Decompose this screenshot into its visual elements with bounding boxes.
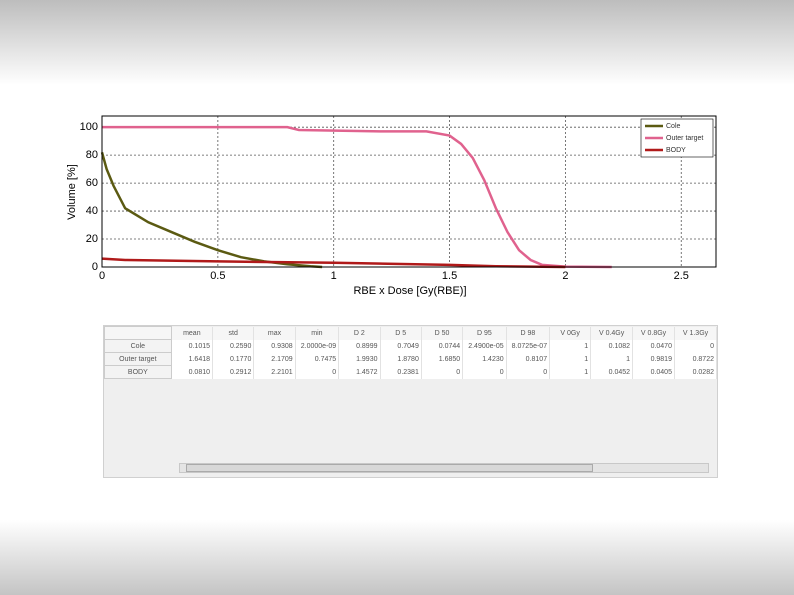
cell: 0.0470	[632, 339, 675, 353]
cell: 1	[549, 339, 592, 353]
cell: 2.4900e-05	[462, 339, 507, 353]
row-header: Outer target	[104, 352, 172, 366]
x-tick-label: 0	[99, 270, 105, 282]
axes-frame	[101, 115, 717, 268]
plot-area	[101, 115, 717, 268]
series-line	[100, 152, 323, 269]
table-row: BODY 0.0810 0.2912 2.2101 0 1.4572 0.2381 0 0 0 1 0…	[104, 365, 717, 379]
row-header: Cole	[104, 339, 172, 353]
cell: 0.8107	[506, 352, 551, 366]
cell: 1.6850	[421, 352, 464, 366]
column-header: max	[253, 326, 296, 340]
y-tick-label: 80	[86, 149, 98, 161]
series-line	[101, 257, 566, 269]
cell: 0.0405	[632, 365, 675, 379]
cell: 1.4572	[338, 365, 381, 379]
x-tick-label: 0.5	[210, 270, 225, 282]
cell: 0.1770	[212, 352, 255, 366]
table-row: Outer target 1.6418 0.1770 2.1709 0.7475 1.99…	[104, 352, 717, 366]
cell: 1.6418	[171, 352, 214, 366]
cell: 0.9819	[632, 352, 675, 366]
cell: 1.9930	[338, 352, 381, 366]
top-decoration	[0, 0, 794, 85]
cell: 0	[421, 365, 464, 379]
cell: 0.2912	[212, 365, 255, 379]
y-tick-label: 40	[86, 205, 98, 217]
cell: 1	[549, 365, 592, 379]
cell: 1.8780	[380, 352, 422, 366]
cell: 0.1082	[590, 339, 634, 353]
x-tick-label: 2	[562, 270, 568, 282]
column-header: V 1.3Gy	[674, 326, 717, 340]
cell: 1	[549, 352, 592, 366]
column-header: std	[212, 326, 255, 340]
cell: 1	[590, 352, 634, 366]
series-line	[102, 125, 612, 269]
y-tick-label: 20	[86, 233, 98, 245]
cell: 0.0744	[421, 339, 464, 353]
x-tick-label: 1	[331, 270, 337, 282]
cell: 0.2381	[380, 365, 422, 379]
cell: 0.7475	[295, 352, 340, 366]
bottom-decoration	[0, 520, 794, 595]
cell: 0.7049	[380, 339, 422, 353]
y-axis-label: Volume [%]	[66, 164, 78, 220]
cell: 0.9308	[253, 339, 296, 353]
x-tick-label: 1.5	[442, 270, 457, 282]
column-header: min	[295, 326, 340, 340]
cell: 0	[295, 365, 340, 379]
cell: 0.8999	[338, 339, 381, 353]
column-header: V 0.4Gy	[590, 326, 634, 340]
x-tick-label: 2.5	[674, 270, 689, 282]
x-axis-label: RBE x Dose [Gy(RBE)]	[353, 285, 466, 297]
cell: 2.1709	[253, 352, 296, 366]
cell: 0.8722	[674, 352, 717, 366]
column-header: D 2	[338, 326, 381, 340]
legend-label: BODY	[666, 147, 686, 154]
cell: 0	[506, 365, 551, 379]
table-row: Cole 0.1015 0.2590 0.9308 2.0000e-09 0.8999 0.…	[104, 339, 717, 353]
cell: 0	[674, 339, 717, 353]
column-header: D 95	[462, 326, 507, 340]
column-header: D 5	[380, 326, 422, 340]
row-header: BODY	[104, 365, 172, 379]
column-header: D 98	[506, 326, 551, 340]
legend-label: Cole	[666, 123, 681, 130]
cell: 0.0810	[171, 365, 214, 379]
cell: 8.0725e-07	[506, 339, 551, 353]
column-header: V 0.8Gy	[632, 326, 675, 340]
column-header: mean	[171, 326, 214, 340]
corner	[104, 326, 172, 340]
legend-label: Outer target	[666, 135, 703, 142]
cell: 0.1015	[171, 339, 214, 353]
column-header: V 0Gy	[549, 326, 592, 340]
scrollbar[interactable]	[179, 463, 709, 473]
y-tick-label: 0	[92, 261, 98, 273]
cell: 0.0452	[590, 365, 634, 379]
cell: 0.2590	[212, 339, 255, 353]
column-header: D 50	[421, 326, 464, 340]
cell: 0	[462, 365, 507, 379]
scroll-thumb[interactable]	[186, 464, 593, 472]
cell: 2.0000e-09	[295, 339, 340, 353]
cell: 0.0282	[674, 365, 717, 379]
y-tick-label: 100	[80, 121, 98, 133]
cell: 2.2101	[253, 365, 296, 379]
y-tick-label: 60	[86, 177, 98, 189]
cell: 1.4230	[462, 352, 507, 366]
